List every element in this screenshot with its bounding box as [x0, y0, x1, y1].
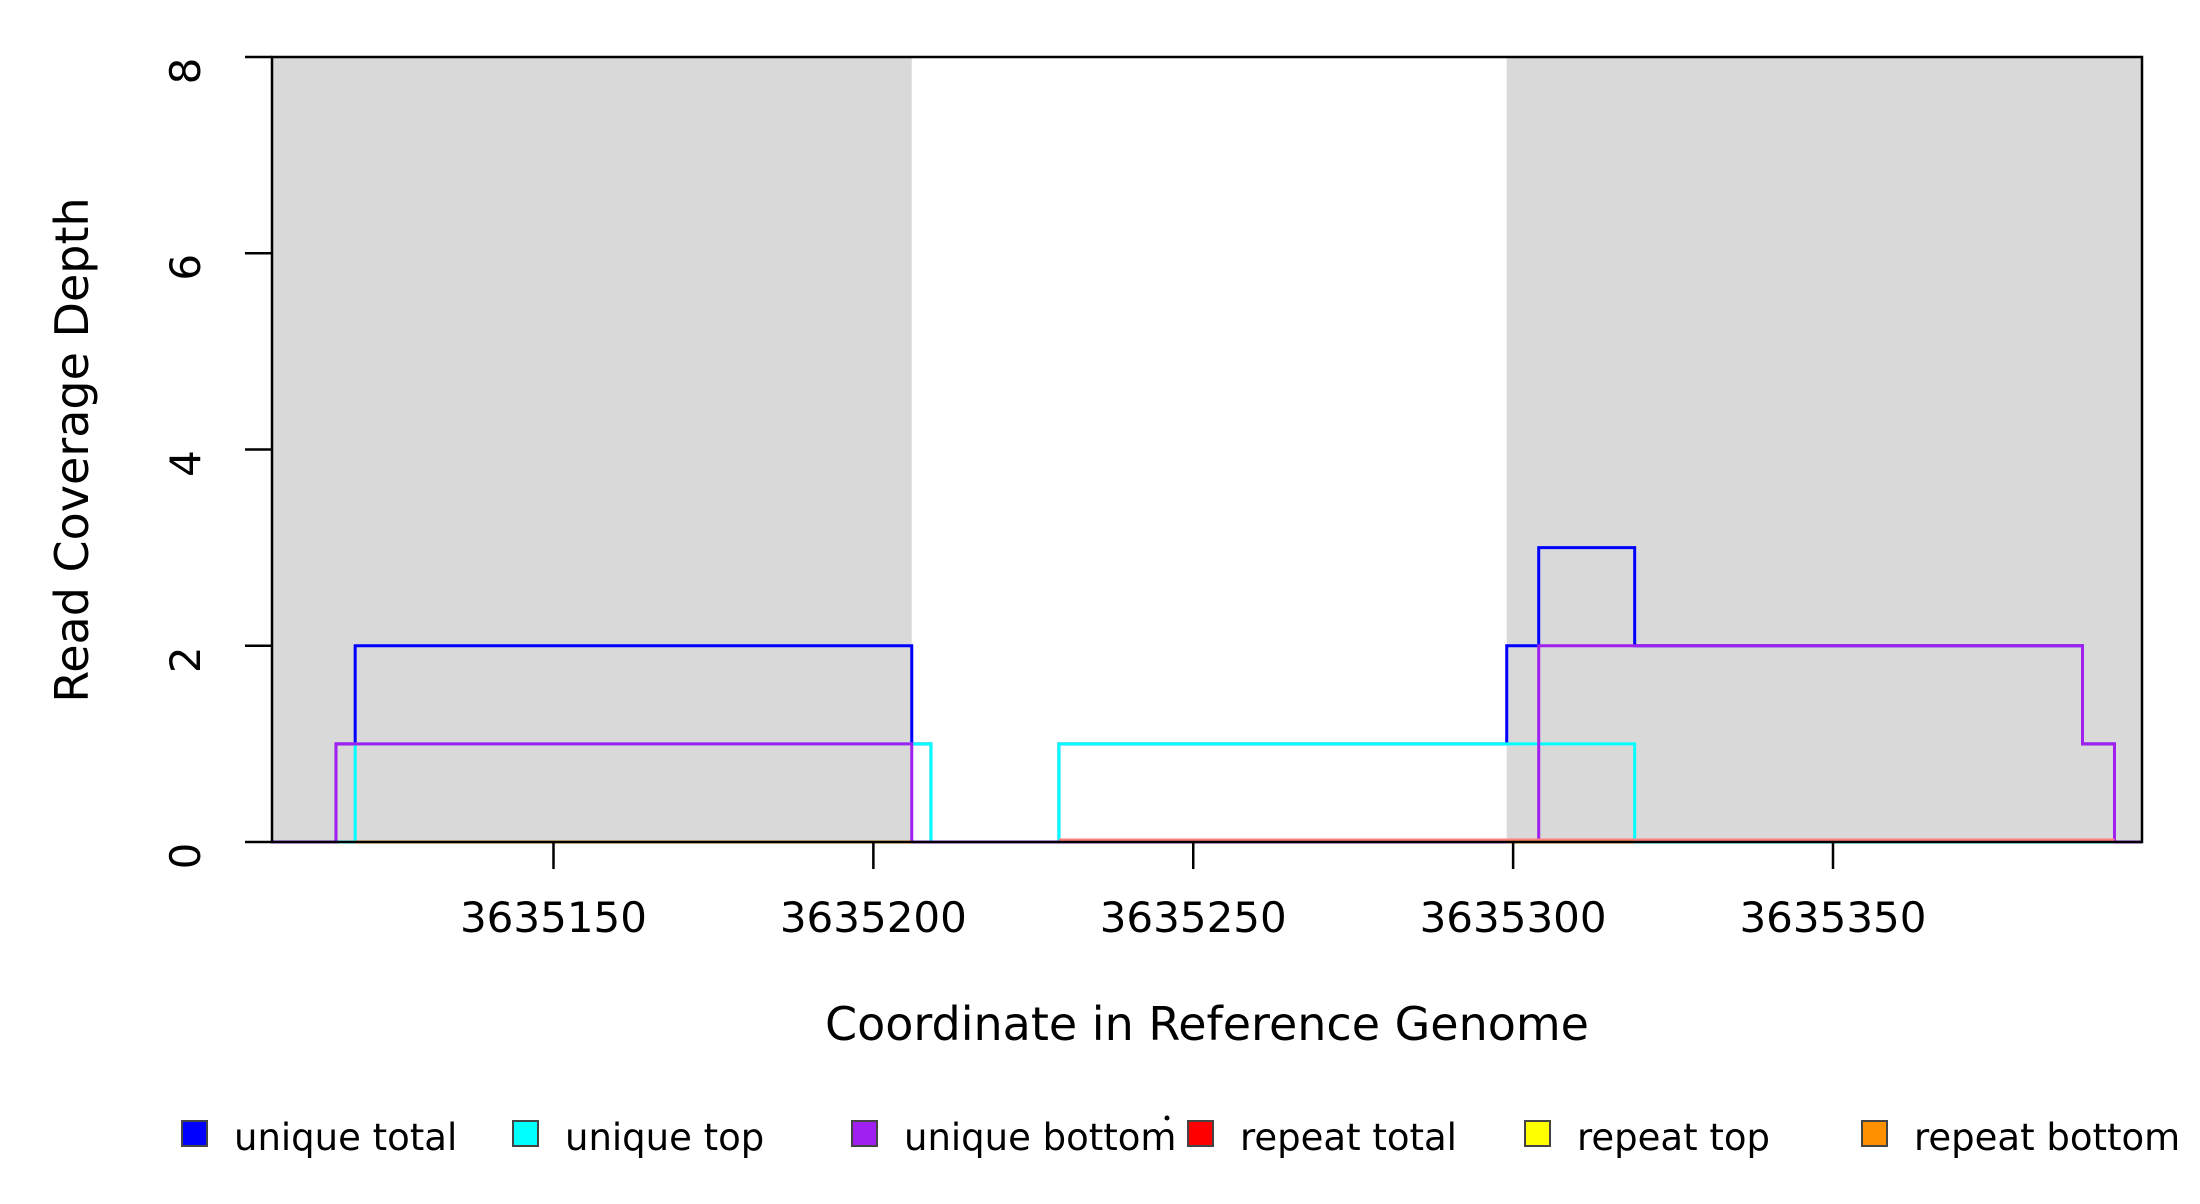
- legend-label-repeat-total: repeat total: [1240, 1116, 1457, 1159]
- legend-label-unique-bottom: unique bottom: [904, 1116, 1176, 1159]
- legend-label-unique-top: unique top: [565, 1116, 764, 1159]
- stray-dot: [1164, 1115, 1170, 1121]
- x-tick-label: 3635150: [460, 893, 647, 942]
- legend-item-repeat-total: repeat total: [1187, 1116, 1457, 1159]
- legend-item-unique-top: unique top: [512, 1116, 764, 1159]
- annotations: [1164, 1115, 1170, 1121]
- x-tick-label: 3635300: [1420, 893, 1607, 942]
- shaded-regions: [272, 57, 2142, 842]
- legend: unique total unique top unique bottom repea…: [181, 1116, 2180, 1159]
- legend-swatch-repeat-bottom: [1861, 1120, 1888, 1147]
- legend-label-unique-total: unique total: [234, 1116, 457, 1159]
- y-axis-title: Read Coverage Depth: [45, 197, 99, 702]
- x-tick-label: 3635350: [1739, 893, 1926, 942]
- legend-swatch-repeat-total: [1187, 1120, 1214, 1147]
- y-tick-label: 0: [161, 843, 210, 870]
- legend-item-unique-total: unique total: [181, 1116, 457, 1159]
- legend-label-repeat-bottom: repeat bottom: [1914, 1116, 2180, 1159]
- y-tick-label: 8: [161, 58, 210, 85]
- legend-label-repeat-top: repeat top: [1577, 1116, 1770, 1159]
- legend-swatch-repeat-top: [1524, 1120, 1551, 1147]
- legend-item-repeat-bottom: repeat bottom: [1861, 1116, 2180, 1159]
- legend-item-unique-bottom: unique bottom: [851, 1116, 1176, 1159]
- x-axis-title: Coordinate in Reference Genome: [825, 997, 1589, 1051]
- y-tick-label: 4: [161, 450, 210, 477]
- x-tick-label: 3635250: [1100, 893, 1287, 942]
- repeat-region-1: [272, 57, 912, 842]
- y-tick-label: 6: [161, 254, 210, 281]
- axis-ticks: 3635150 3635200 3635250 3635300 3635350 0 2 4 6 8: [161, 55, 1927, 942]
- x-tick-label: 3635200: [780, 893, 967, 942]
- y-tick-label: 2: [161, 646, 210, 673]
- legend-item-repeat-top: repeat top: [1524, 1116, 1770, 1159]
- legend-swatch-unique-top: [512, 1120, 539, 1147]
- series-unique-bottom: [272, 644, 2142, 844]
- legend-swatch-unique-total: [181, 1120, 208, 1147]
- legend-swatch-unique-bottom: [851, 1120, 878, 1147]
- repeat-region-2: [1506, 57, 2142, 842]
